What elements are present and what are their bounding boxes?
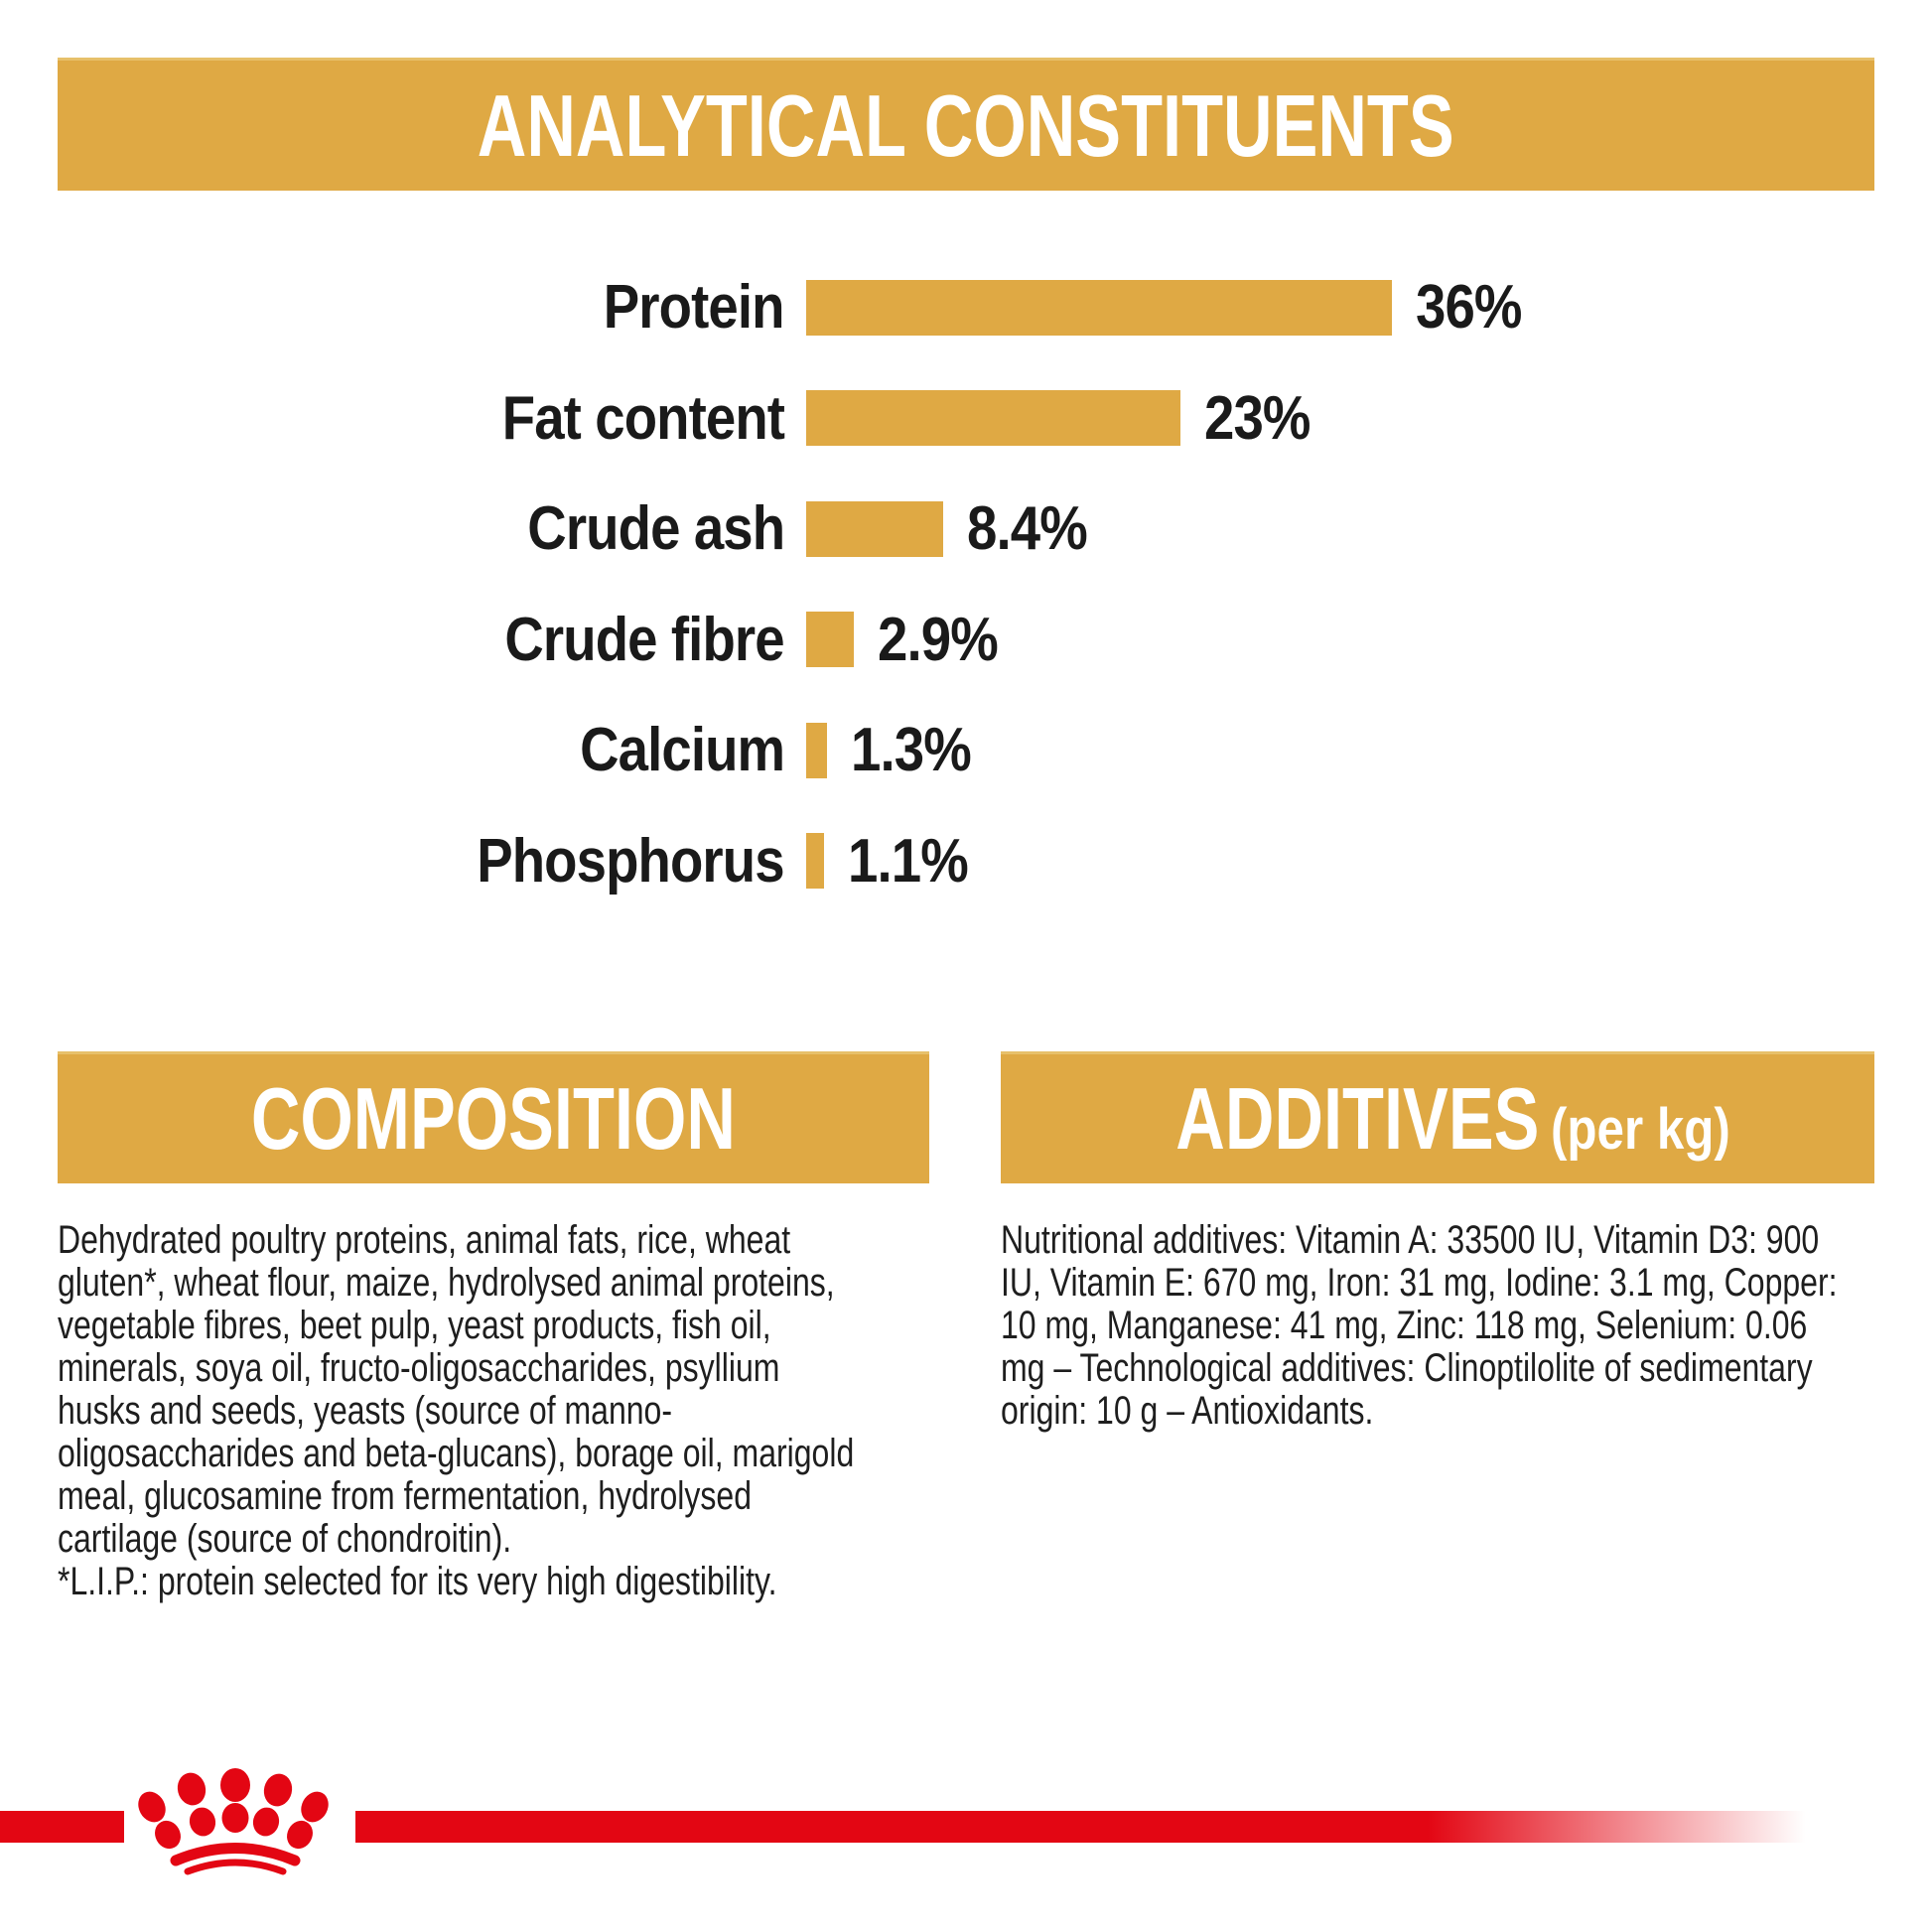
additives-title: ADDITIVES — [1175, 1069, 1540, 1168]
chart-bar-crude-fibre — [806, 612, 854, 668]
additives-banner: ADDITIVES (per kg) — [1001, 1051, 1874, 1183]
analytical-constituents-title: ANALYTICAL CONSTITUENTS — [478, 75, 1454, 175]
composition-title: COMPOSITION — [250, 1069, 737, 1168]
additives-title-group: ADDITIVES (per kg) — [1073, 1068, 1762, 1170]
chart-category-label: Crude ash — [527, 494, 785, 564]
chart-label-box: Crude fibre — [0, 605, 785, 675]
chart-label-box: Fat content — [0, 383, 785, 454]
additives-text: Nutritional additives: Vitamin A: 33500 … — [1001, 1218, 1838, 1433]
chart-bar-calcium — [806, 722, 828, 778]
chart-label-box: Calcium — [0, 715, 785, 785]
chart-category-label: Crude fibre — [504, 605, 785, 674]
chart-row: Fat content 23% — [0, 363, 1932, 475]
chart-value-label: 1.3% — [851, 716, 972, 785]
chart-category-label: Protein — [604, 273, 785, 343]
chart-row: Protein 36% — [0, 252, 1932, 363]
chart-row: Crude fibre 2.9% — [0, 585, 1932, 696]
chart-row: Crude ash 8.4% — [0, 474, 1932, 585]
footer-stripe-left — [0, 1811, 124, 1843]
chart-label-box: Crude ash — [0, 493, 785, 564]
chart-category-label: Phosphorus — [477, 826, 785, 896]
footer-stripe-right — [355, 1811, 1932, 1843]
royal-canin-crown-logo — [138, 1768, 329, 1875]
chart-value-label: 23% — [1203, 383, 1311, 453]
chart-bar-protein — [806, 279, 1392, 336]
chart-value-label: 1.1% — [848, 826, 969, 896]
analytical-constituents-banner: ANALYTICAL CONSTITUENTS — [58, 58, 1874, 191]
chart-value-label: 2.9% — [877, 605, 999, 674]
chart-label-box: Protein — [0, 272, 785, 343]
composition-text: Dehydrated poultry proteins, animal fats… — [58, 1218, 855, 1603]
chart-label-box: Phosphorus — [0, 826, 785, 897]
additives-title-suffix: (per kg) — [1551, 1097, 1731, 1162]
chart-row: Phosphorus 1.1% — [0, 806, 1932, 917]
chart-bar-phosphorus — [806, 833, 825, 890]
chart-bar-fat-content — [806, 390, 1180, 447]
chart-category-label: Fat content — [501, 383, 785, 453]
chart-bar-crude-ash — [806, 500, 943, 557]
chart-value-label: 8.4% — [966, 494, 1088, 564]
chart-value-label: 36% — [1416, 273, 1522, 343]
chart-row: Calcium 1.3% — [0, 695, 1932, 806]
chart-category-label: Calcium — [579, 716, 785, 785]
composition-banner: COMPOSITION — [58, 1051, 929, 1183]
analytical-constituents-chart: Protein 36% Fat content 23% Crude ash 8.4% Cru… — [0, 252, 1932, 916]
